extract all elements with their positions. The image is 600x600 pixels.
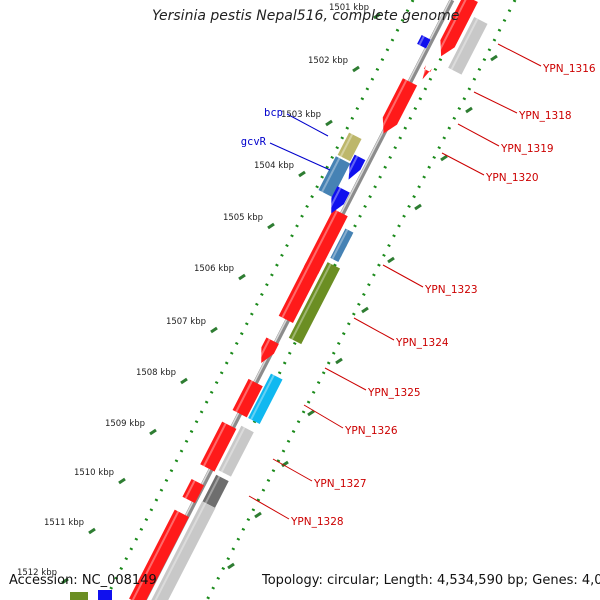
scale-tick [373, 12, 381, 20]
outer-tick [387, 256, 395, 264]
gene-label[interactable]: YPN_1326 [344, 425, 398, 437]
outer-tick [281, 460, 289, 468]
cds-ypn-1324b [288, 262, 341, 345]
cds-ypn-1319 [379, 78, 418, 134]
gene-label[interactable]: YPN_1319 [500, 143, 554, 155]
cds-gcvR [318, 156, 351, 198]
cds-bcp [337, 132, 362, 162]
cds-blue-top [417, 35, 431, 49]
gene-leader-line [497, 43, 542, 67]
named-gene-label[interactable]: gcvR [241, 136, 267, 148]
outer-tick [227, 562, 235, 570]
gene-label[interactable]: YPN_1324 [395, 337, 449, 349]
cds-ypn-1326a [232, 378, 263, 418]
scale-label: 1512 kbp [17, 568, 57, 578]
gene-leader-line [353, 317, 395, 341]
scale-tick [298, 170, 306, 178]
scale-tick [180, 377, 188, 385]
gene-leader-line [324, 367, 367, 391]
dotted-guide-lines [61, 0, 517, 600]
scale-dotted-guide [103, 0, 415, 600]
scale-label: 1503 kbp [281, 110, 321, 120]
cds-ypn-1323b [330, 228, 354, 263]
cds-gray-tail [151, 501, 216, 600]
gene-leader-line [303, 404, 344, 429]
outer-tick [335, 357, 343, 365]
cds-olive-fragment [70, 592, 88, 600]
outer-tick [254, 511, 262, 519]
outer-tick [307, 409, 315, 417]
scale-label: 1510 kbp [74, 468, 114, 478]
named-gene-leader-line [269, 142, 331, 171]
scale-label: 1507 kbp [166, 317, 206, 327]
scale-tick [118, 477, 126, 485]
gene-label[interactable]: YPN_1327 [313, 478, 367, 490]
cds-ypn-1326b [248, 373, 283, 424]
gene-label[interactable]: YPN_1323 [424, 284, 478, 296]
cds-ypn-1323a [303, 208, 348, 275]
scale-tick [352, 65, 360, 73]
scale-label: 1511 kbp [44, 518, 84, 528]
outer-tick [490, 54, 498, 62]
map-labels: 1501 kbp 1502 kbp 1503 kbp 1504 kbp 1505 kbp… [17, 3, 596, 578]
gene-label[interactable]: YPN_1328 [290, 516, 344, 528]
scale-label: 1506 kbp [194, 264, 234, 274]
outer-tick [465, 106, 473, 114]
cds-ypn-1327a [200, 421, 237, 472]
genome-title: Yersinia pestis Nepal516, complete genom… [152, 8, 460, 24]
scale-label: 1502 kbp [308, 56, 348, 66]
cds-gray-1316b [448, 17, 488, 75]
scale-tick [61, 577, 69, 585]
gene-label[interactable]: YPN_1320 [485, 172, 539, 184]
outer-tick [414, 203, 422, 211]
cds-ypn-1327b [218, 425, 254, 477]
gene-leader-line [248, 495, 290, 520]
scale-tick [267, 222, 275, 230]
scale-label: 1501 kbp [329, 3, 369, 13]
cds-ypn-1316 [436, 0, 478, 57]
cds-ypn-1318 [420, 65, 433, 80]
cds-blue-fragment [98, 590, 112, 600]
named-gene-leader-line [286, 113, 329, 137]
outer-tick [440, 154, 448, 162]
outer-tick [361, 306, 369, 314]
scale-tick [210, 326, 218, 334]
scale-tick [88, 527, 96, 535]
label-leader-lines [248, 43, 542, 520]
scale-label: 1508 kbp [136, 368, 176, 378]
gene-leader-line [441, 152, 485, 176]
cds-ypn-1325 [257, 337, 279, 363]
gene-label[interactable]: YPN_1325 [367, 387, 421, 399]
cds-ypn-1328a [182, 478, 205, 504]
outer-dotted-guide [205, 0, 517, 600]
scale-tick [238, 273, 246, 281]
feature-track [70, 0, 488, 600]
cds-ypn-1324a [278, 262, 321, 324]
named-gene-label[interactable]: bcp [264, 107, 283, 119]
gene-label[interactable]: YPN_1318 [518, 110, 572, 122]
cds-ypn-1328b [129, 509, 189, 600]
gene-leader-line [272, 458, 313, 482]
scale-label: 1504 kbp [254, 161, 294, 171]
cds-ypn-1328c [202, 474, 229, 508]
accession-text: Accession: NC_008149 [9, 573, 157, 588]
cds-blue-large [327, 186, 350, 214]
scale-tick [325, 119, 333, 127]
gene-leader-line [457, 123, 500, 147]
scale-label: 1505 kbp [223, 213, 263, 223]
scale-label: 1509 kbp [105, 419, 145, 429]
gene-label[interactable]: YPN_1316 [542, 63, 596, 75]
genome-summary-text: Topology: circular; Length: 4,534,590 bp… [262, 573, 600, 588]
gene-leader-line [382, 264, 424, 288]
scale-tick [149, 428, 157, 436]
cds-blue-small [345, 154, 366, 180]
gene-leader-line [473, 91, 518, 114]
